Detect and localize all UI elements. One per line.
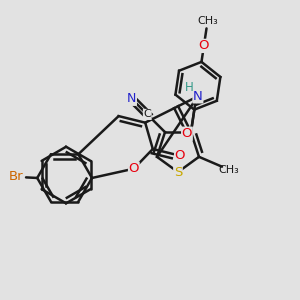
Text: CH₃: CH₃ [218, 165, 239, 175]
Text: O: O [175, 149, 185, 162]
Text: N: N [127, 92, 136, 105]
Text: C: C [143, 110, 151, 119]
Text: O: O [182, 127, 192, 140]
Text: CH₃: CH₃ [197, 16, 218, 26]
Text: O: O [129, 162, 139, 175]
Text: N: N [193, 90, 203, 103]
Text: S: S [174, 166, 182, 178]
Text: H: H [185, 81, 194, 94]
Text: O: O [199, 39, 209, 52]
Text: Br: Br [9, 170, 23, 183]
